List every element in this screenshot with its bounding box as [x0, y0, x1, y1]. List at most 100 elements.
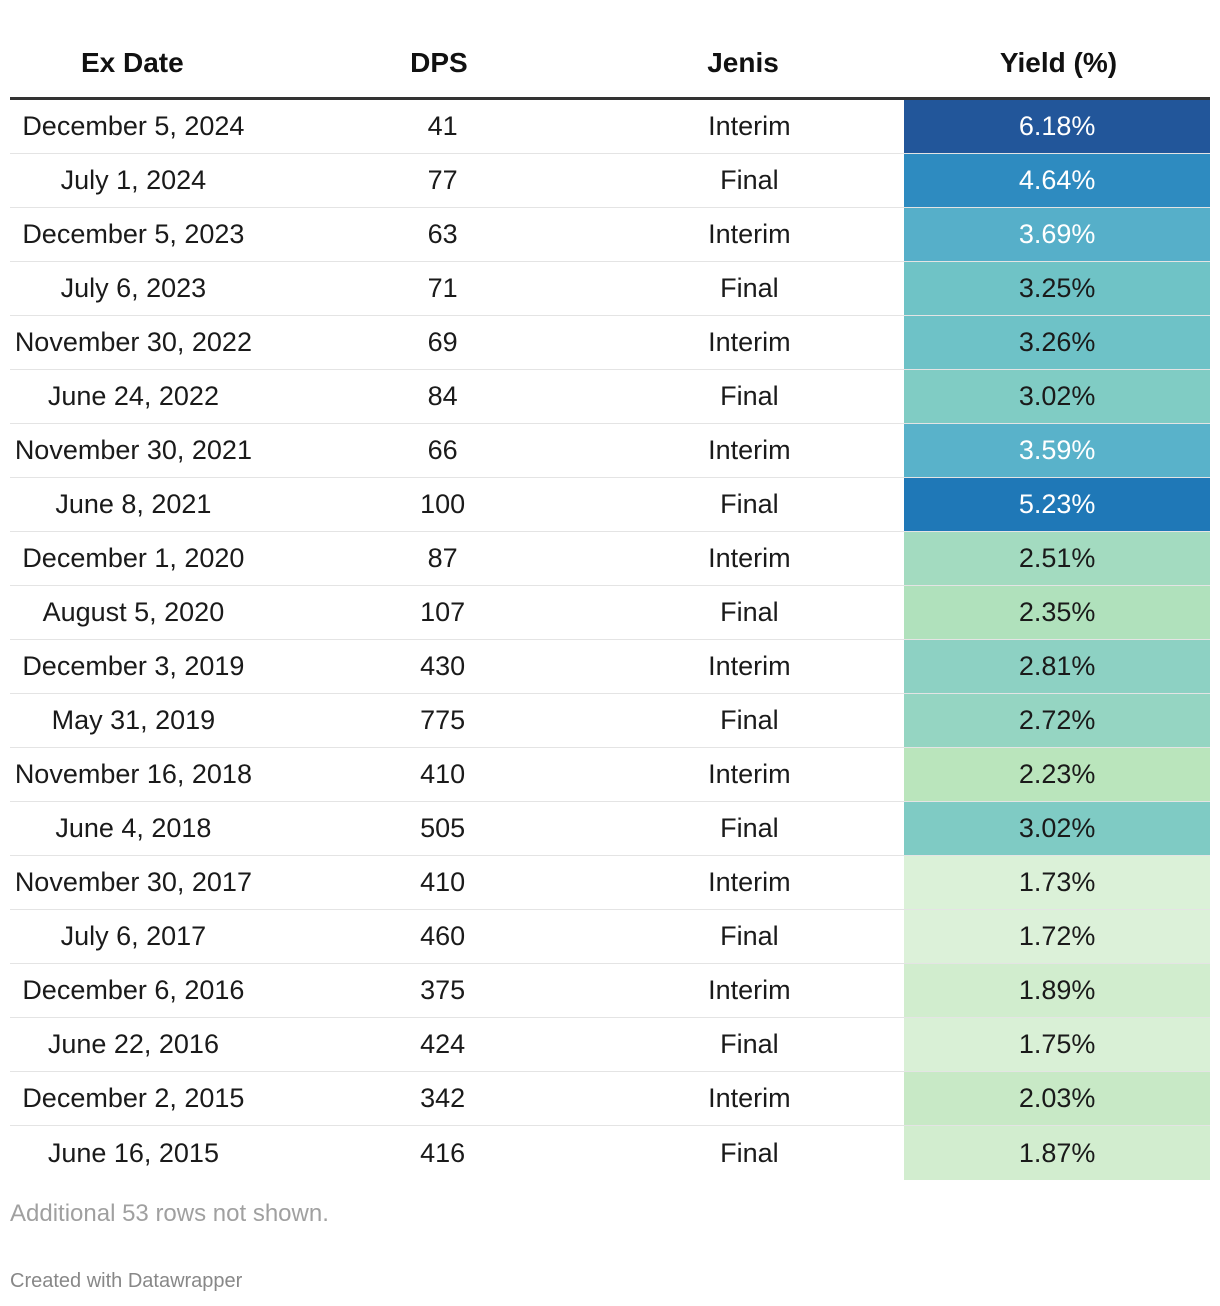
cell-yield: 3.02%	[904, 370, 1210, 423]
cell-ex-date: November 30, 2017	[14, 867, 252, 897]
cell-ex-date: June 16, 2015	[47, 1137, 219, 1168]
dividend-table: Ex Date DPS Jenis Yield (%) December 5, …	[10, 28, 1210, 1180]
cell-dps: 410	[420, 867, 466, 897]
cell-jenis: Final	[720, 273, 779, 303]
cell-yield: 1.87%	[904, 1126, 1210, 1180]
header-dps[interactable]: DPS	[410, 46, 468, 78]
cell-yield: 2.03%	[904, 1072, 1210, 1125]
cell-yield: 3.69%	[904, 208, 1210, 261]
cell-ex-date: December 6, 2016	[22, 975, 245, 1005]
cell-yield: 3.26%	[904, 316, 1210, 369]
table-row: June 4, 2018 505 Final 3.02%	[10, 802, 1210, 856]
cell-dps: 66	[427, 435, 458, 465]
cell-dps: 775	[420, 705, 466, 735]
cell-jenis: Final	[720, 165, 779, 195]
cell-ex-date: December 3, 2019	[22, 651, 245, 681]
cell-dps: 63	[427, 219, 458, 249]
table-row: December 1, 2020 87 Interim 2.51%	[10, 532, 1210, 586]
cell-jenis: Interim	[708, 651, 791, 681]
table-row: December 6, 2016 375 Interim 1.89%	[10, 964, 1210, 1018]
cell-jenis: Final	[720, 597, 779, 627]
cell-jenis: Interim	[708, 111, 791, 141]
cell-ex-date: November 30, 2022	[14, 327, 252, 357]
table-row: July 1, 2024 77 Final 4.64%	[10, 154, 1210, 208]
cell-dps: 416	[420, 1137, 466, 1168]
cell-dps: 460	[420, 921, 466, 951]
cell-yield: 1.72%	[904, 910, 1210, 963]
cell-ex-date: June 22, 2016	[47, 1029, 219, 1059]
cell-jenis: Final	[720, 381, 779, 411]
table-row: November 30, 2021 66 Interim 3.59%	[10, 424, 1210, 478]
cell-yield: 1.73%	[904, 856, 1210, 909]
cell-dps: 430	[420, 651, 466, 681]
table-row: May 31, 2019 775 Final 2.72%	[10, 694, 1210, 748]
table-row: June 22, 2016 424 Final 1.75%	[10, 1018, 1210, 1072]
cell-yield: 3.25%	[904, 262, 1210, 315]
cell-jenis: Interim	[708, 867, 791, 897]
cell-yield: 3.59%	[904, 424, 1210, 477]
cell-ex-date: June 4, 2018	[55, 813, 212, 843]
datawrapper-credit[interactable]: Created with Datawrapper	[10, 1270, 243, 1292]
cell-yield: 2.23%	[904, 748, 1210, 801]
cell-jenis: Interim	[708, 975, 791, 1005]
table-row: November 16, 2018 410 Interim 2.23%	[10, 748, 1210, 802]
cell-yield: 2.35%	[904, 586, 1210, 639]
cell-yield: 1.89%	[904, 964, 1210, 1017]
table-row: November 30, 2022 69 Interim 3.26%	[10, 316, 1210, 370]
cell-ex-date: December 5, 2023	[22, 219, 245, 249]
table-header: Ex Date DPS Jenis Yield (%)	[10, 28, 1210, 100]
cell-jenis: Interim	[708, 1083, 791, 1113]
cell-yield: 2.72%	[904, 694, 1210, 747]
cell-dps: 342	[420, 1083, 466, 1113]
cell-ex-date: July 6, 2017	[60, 921, 207, 951]
cell-dps: 71	[427, 273, 458, 303]
cell-jenis: Interim	[708, 219, 791, 249]
cell-yield: 6.18%	[904, 100, 1210, 153]
cell-yield: 1.75%	[904, 1018, 1210, 1071]
cell-ex-date: July 1, 2024	[60, 165, 207, 195]
cell-ex-date: December 5, 2024	[22, 111, 245, 141]
cell-jenis: Final	[720, 705, 779, 735]
cell-jenis: Final	[720, 813, 779, 843]
cell-ex-date: May 31, 2019	[51, 705, 216, 735]
cell-jenis: Final	[720, 1029, 779, 1059]
cell-dps: 69	[427, 327, 458, 357]
cell-dps: 100	[420, 489, 466, 519]
header-ex-date[interactable]: Ex Date	[80, 46, 184, 78]
cell-ex-date: December 2, 2015	[22, 1083, 245, 1113]
cell-ex-date: June 8, 2021	[55, 489, 212, 519]
cell-jenis: Interim	[708, 435, 791, 465]
table-row: June 8, 2021 100 Final 5.23%	[10, 478, 1210, 532]
cell-yield: 2.81%	[904, 640, 1210, 693]
cell-dps: 87	[427, 543, 458, 573]
cell-dps: 84	[427, 381, 458, 411]
cell-dps: 505	[420, 813, 466, 843]
cell-jenis: Final	[720, 921, 779, 951]
cell-yield: 3.02%	[904, 802, 1210, 855]
table-row: June 16, 2015 416 Final 1.87%	[10, 1126, 1210, 1180]
header-jenis[interactable]: Jenis	[707, 46, 779, 78]
header-yield[interactable]: Yield (%)	[999, 46, 1118, 78]
cell-jenis: Final	[720, 1137, 779, 1168]
cell-ex-date: November 16, 2018	[14, 759, 252, 789]
cell-dps: 375	[420, 975, 466, 1005]
cell-dps: 424	[420, 1029, 466, 1059]
cell-jenis: Interim	[708, 543, 791, 573]
table-row: August 5, 2020 107 Final 2.35%	[10, 586, 1210, 640]
table-row: December 3, 2019 430 Interim 2.81%	[10, 640, 1210, 694]
table-row: December 5, 2023 63 Interim 3.69%	[10, 208, 1210, 262]
cell-jenis: Interim	[708, 759, 791, 789]
cell-dps: 410	[420, 759, 466, 789]
table-row: November 30, 2017 410 Interim 1.73%	[10, 856, 1210, 910]
cell-dps: 107	[420, 597, 466, 627]
cell-yield: 4.64%	[904, 154, 1210, 207]
cell-dps: 77	[427, 165, 458, 195]
cell-yield: 5.23%	[904, 478, 1210, 531]
cell-ex-date: July 6, 2023	[60, 273, 207, 303]
cell-dps: 41	[427, 111, 458, 141]
table-row: July 6, 2023 71 Final 3.25%	[10, 262, 1210, 316]
table-row: December 2, 2015 342 Interim 2.03%	[10, 1072, 1210, 1126]
cell-ex-date: August 5, 2020	[42, 597, 225, 627]
rows-not-shown-note: Additional 53 rows not shown.	[10, 1200, 329, 1227]
table-row: July 6, 2017 460 Final 1.72%	[10, 910, 1210, 964]
